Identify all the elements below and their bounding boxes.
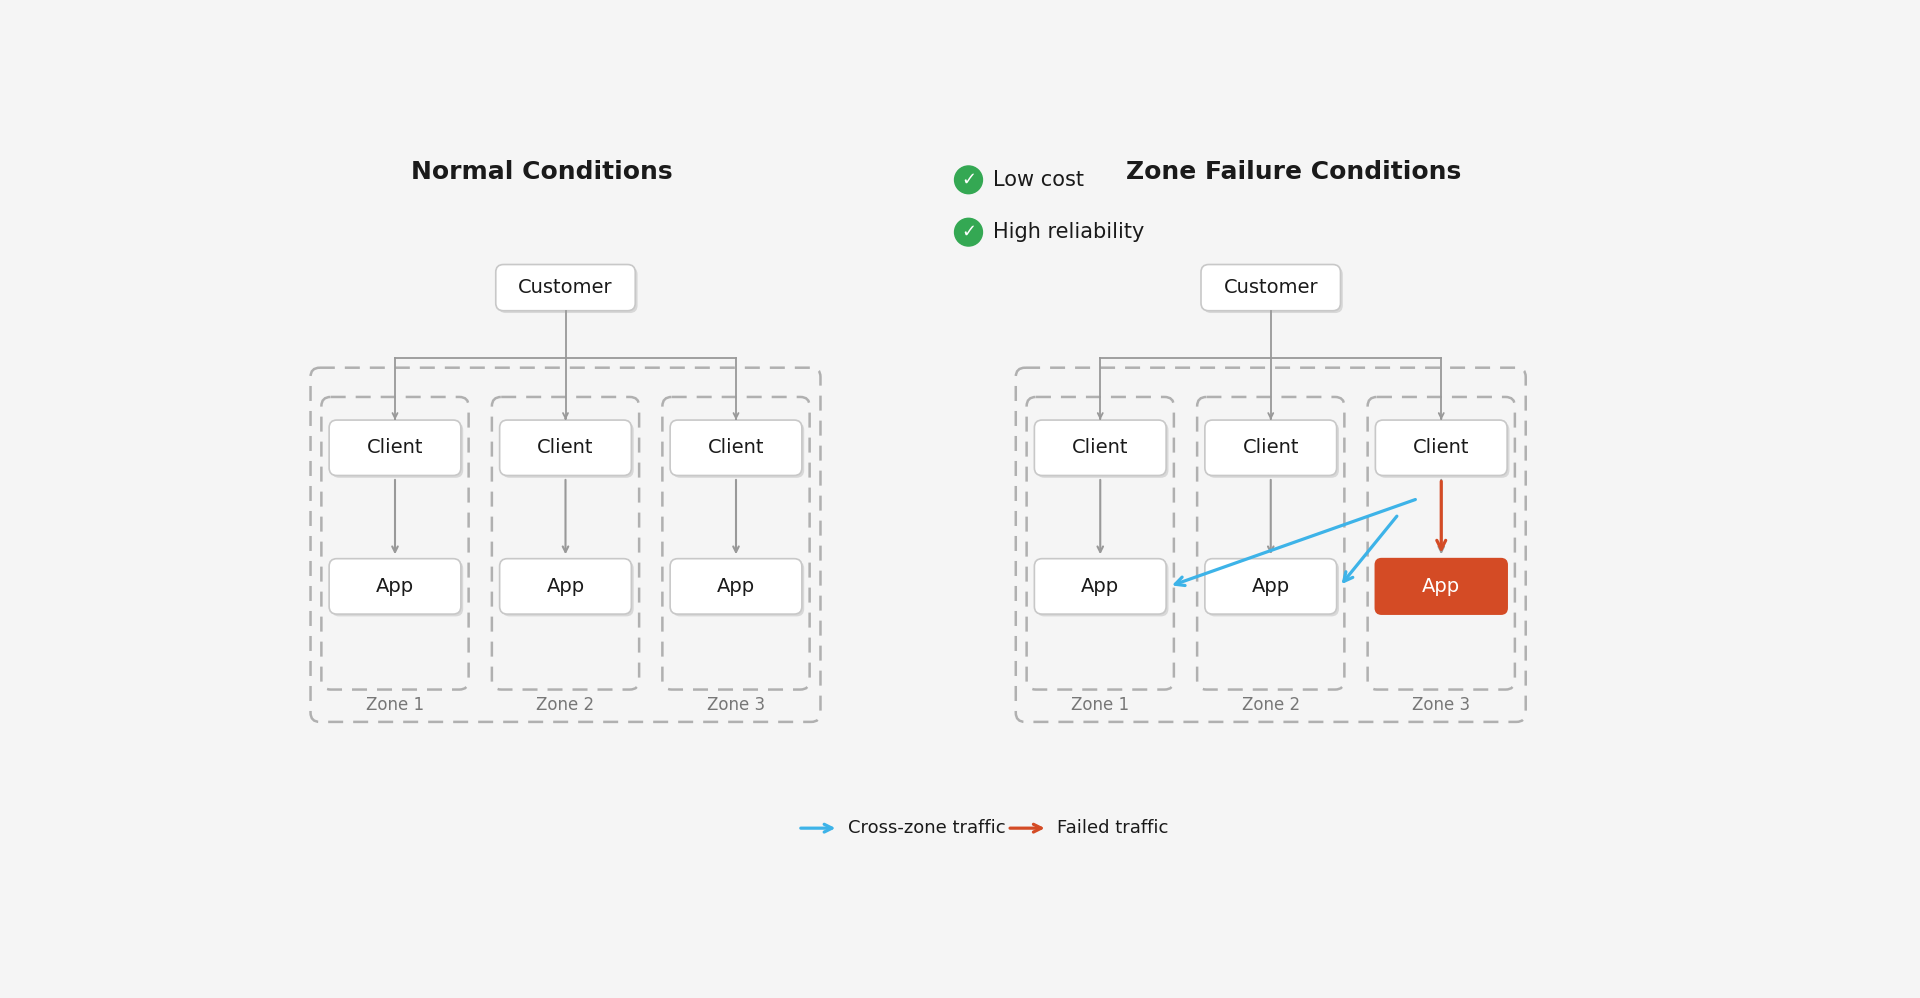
Text: Client: Client xyxy=(538,438,593,457)
Text: Customer: Customer xyxy=(518,278,612,297)
FancyBboxPatch shape xyxy=(1375,420,1507,475)
Text: Failed traffic: Failed traffic xyxy=(1056,819,1167,837)
FancyBboxPatch shape xyxy=(1035,559,1165,614)
FancyBboxPatch shape xyxy=(497,266,637,313)
Text: ✓: ✓ xyxy=(960,171,975,189)
Text: Zone 3: Zone 3 xyxy=(707,696,764,714)
Text: App: App xyxy=(716,577,755,596)
FancyBboxPatch shape xyxy=(672,561,804,617)
Text: Client: Client xyxy=(1242,438,1300,457)
FancyBboxPatch shape xyxy=(495,264,636,310)
FancyBboxPatch shape xyxy=(1204,266,1342,313)
Text: Client: Client xyxy=(708,438,764,457)
FancyBboxPatch shape xyxy=(1375,559,1507,614)
Text: Zone 1: Zone 1 xyxy=(1071,696,1129,714)
FancyBboxPatch shape xyxy=(1208,561,1338,617)
Text: Zone 2: Zone 2 xyxy=(1242,696,1300,714)
Text: Client: Client xyxy=(367,438,422,457)
FancyBboxPatch shape xyxy=(332,561,463,617)
FancyBboxPatch shape xyxy=(499,420,632,475)
Text: Zone 1: Zone 1 xyxy=(367,696,424,714)
FancyBboxPatch shape xyxy=(670,559,803,614)
FancyBboxPatch shape xyxy=(501,561,634,617)
FancyBboxPatch shape xyxy=(501,422,634,478)
Text: Client: Client xyxy=(1413,438,1469,457)
FancyBboxPatch shape xyxy=(1379,422,1509,478)
Circle shape xyxy=(954,166,983,194)
Text: Zone 3: Zone 3 xyxy=(1413,696,1471,714)
FancyBboxPatch shape xyxy=(1037,422,1169,478)
Text: App: App xyxy=(1252,577,1290,596)
FancyBboxPatch shape xyxy=(670,420,803,475)
Text: App: App xyxy=(547,577,584,596)
FancyBboxPatch shape xyxy=(1202,264,1340,310)
Text: App: App xyxy=(1423,577,1461,596)
Text: Customer: Customer xyxy=(1223,278,1317,297)
FancyBboxPatch shape xyxy=(328,559,461,614)
Text: Zone 2: Zone 2 xyxy=(536,696,595,714)
FancyBboxPatch shape xyxy=(1206,559,1336,614)
FancyBboxPatch shape xyxy=(1206,420,1336,475)
Text: Cross-zone traffic: Cross-zone traffic xyxy=(847,819,1006,837)
FancyBboxPatch shape xyxy=(1037,561,1169,617)
Text: High reliability: High reliability xyxy=(993,223,1144,243)
Circle shape xyxy=(954,219,983,247)
Text: ✓: ✓ xyxy=(960,224,975,242)
FancyBboxPatch shape xyxy=(1035,420,1165,475)
FancyBboxPatch shape xyxy=(499,559,632,614)
Text: App: App xyxy=(376,577,415,596)
Text: App: App xyxy=(1081,577,1119,596)
FancyBboxPatch shape xyxy=(672,422,804,478)
FancyBboxPatch shape xyxy=(332,422,463,478)
Text: Normal Conditions: Normal Conditions xyxy=(411,160,674,184)
FancyBboxPatch shape xyxy=(1208,422,1338,478)
FancyBboxPatch shape xyxy=(328,420,461,475)
Text: Zone Failure Conditions: Zone Failure Conditions xyxy=(1127,160,1461,184)
Text: Low cost: Low cost xyxy=(993,170,1085,190)
Text: Client: Client xyxy=(1071,438,1129,457)
